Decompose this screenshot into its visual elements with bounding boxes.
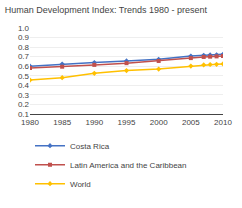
svg-text:0.8: 0.8 bbox=[18, 43, 30, 52]
svg-text:0.1: 0.1 bbox=[18, 110, 30, 119]
svg-text:1.0: 1.0 bbox=[18, 24, 30, 33]
svg-text:2000: 2000 bbox=[150, 118, 168, 127]
svg-text:World: World bbox=[70, 180, 91, 189]
svg-text:1985: 1985 bbox=[53, 118, 71, 127]
svg-text:0.6: 0.6 bbox=[18, 62, 30, 71]
svg-text:Latin America and the Caribbea: Latin America and the Caribbean bbox=[70, 161, 187, 170]
svg-text:2005: 2005 bbox=[182, 118, 200, 127]
svg-text:0.7: 0.7 bbox=[18, 52, 30, 61]
svg-text:0.9: 0.9 bbox=[18, 33, 30, 42]
svg-text:1995: 1995 bbox=[118, 118, 136, 127]
svg-text:0.3: 0.3 bbox=[18, 91, 30, 100]
svg-text:0.2: 0.2 bbox=[18, 100, 30, 109]
svg-text:Human Development Index: Trend: Human Development Index: Trends 1980 - p… bbox=[5, 5, 208, 15]
svg-text:0.5: 0.5 bbox=[18, 72, 30, 81]
svg-text:0.4: 0.4 bbox=[18, 81, 30, 90]
svg-text:Costa Rica: Costa Rica bbox=[70, 142, 110, 151]
svg-text:2010: 2010 bbox=[214, 118, 232, 127]
svg-text:1990: 1990 bbox=[85, 118, 103, 127]
svg-text:1980: 1980 bbox=[21, 118, 39, 127]
